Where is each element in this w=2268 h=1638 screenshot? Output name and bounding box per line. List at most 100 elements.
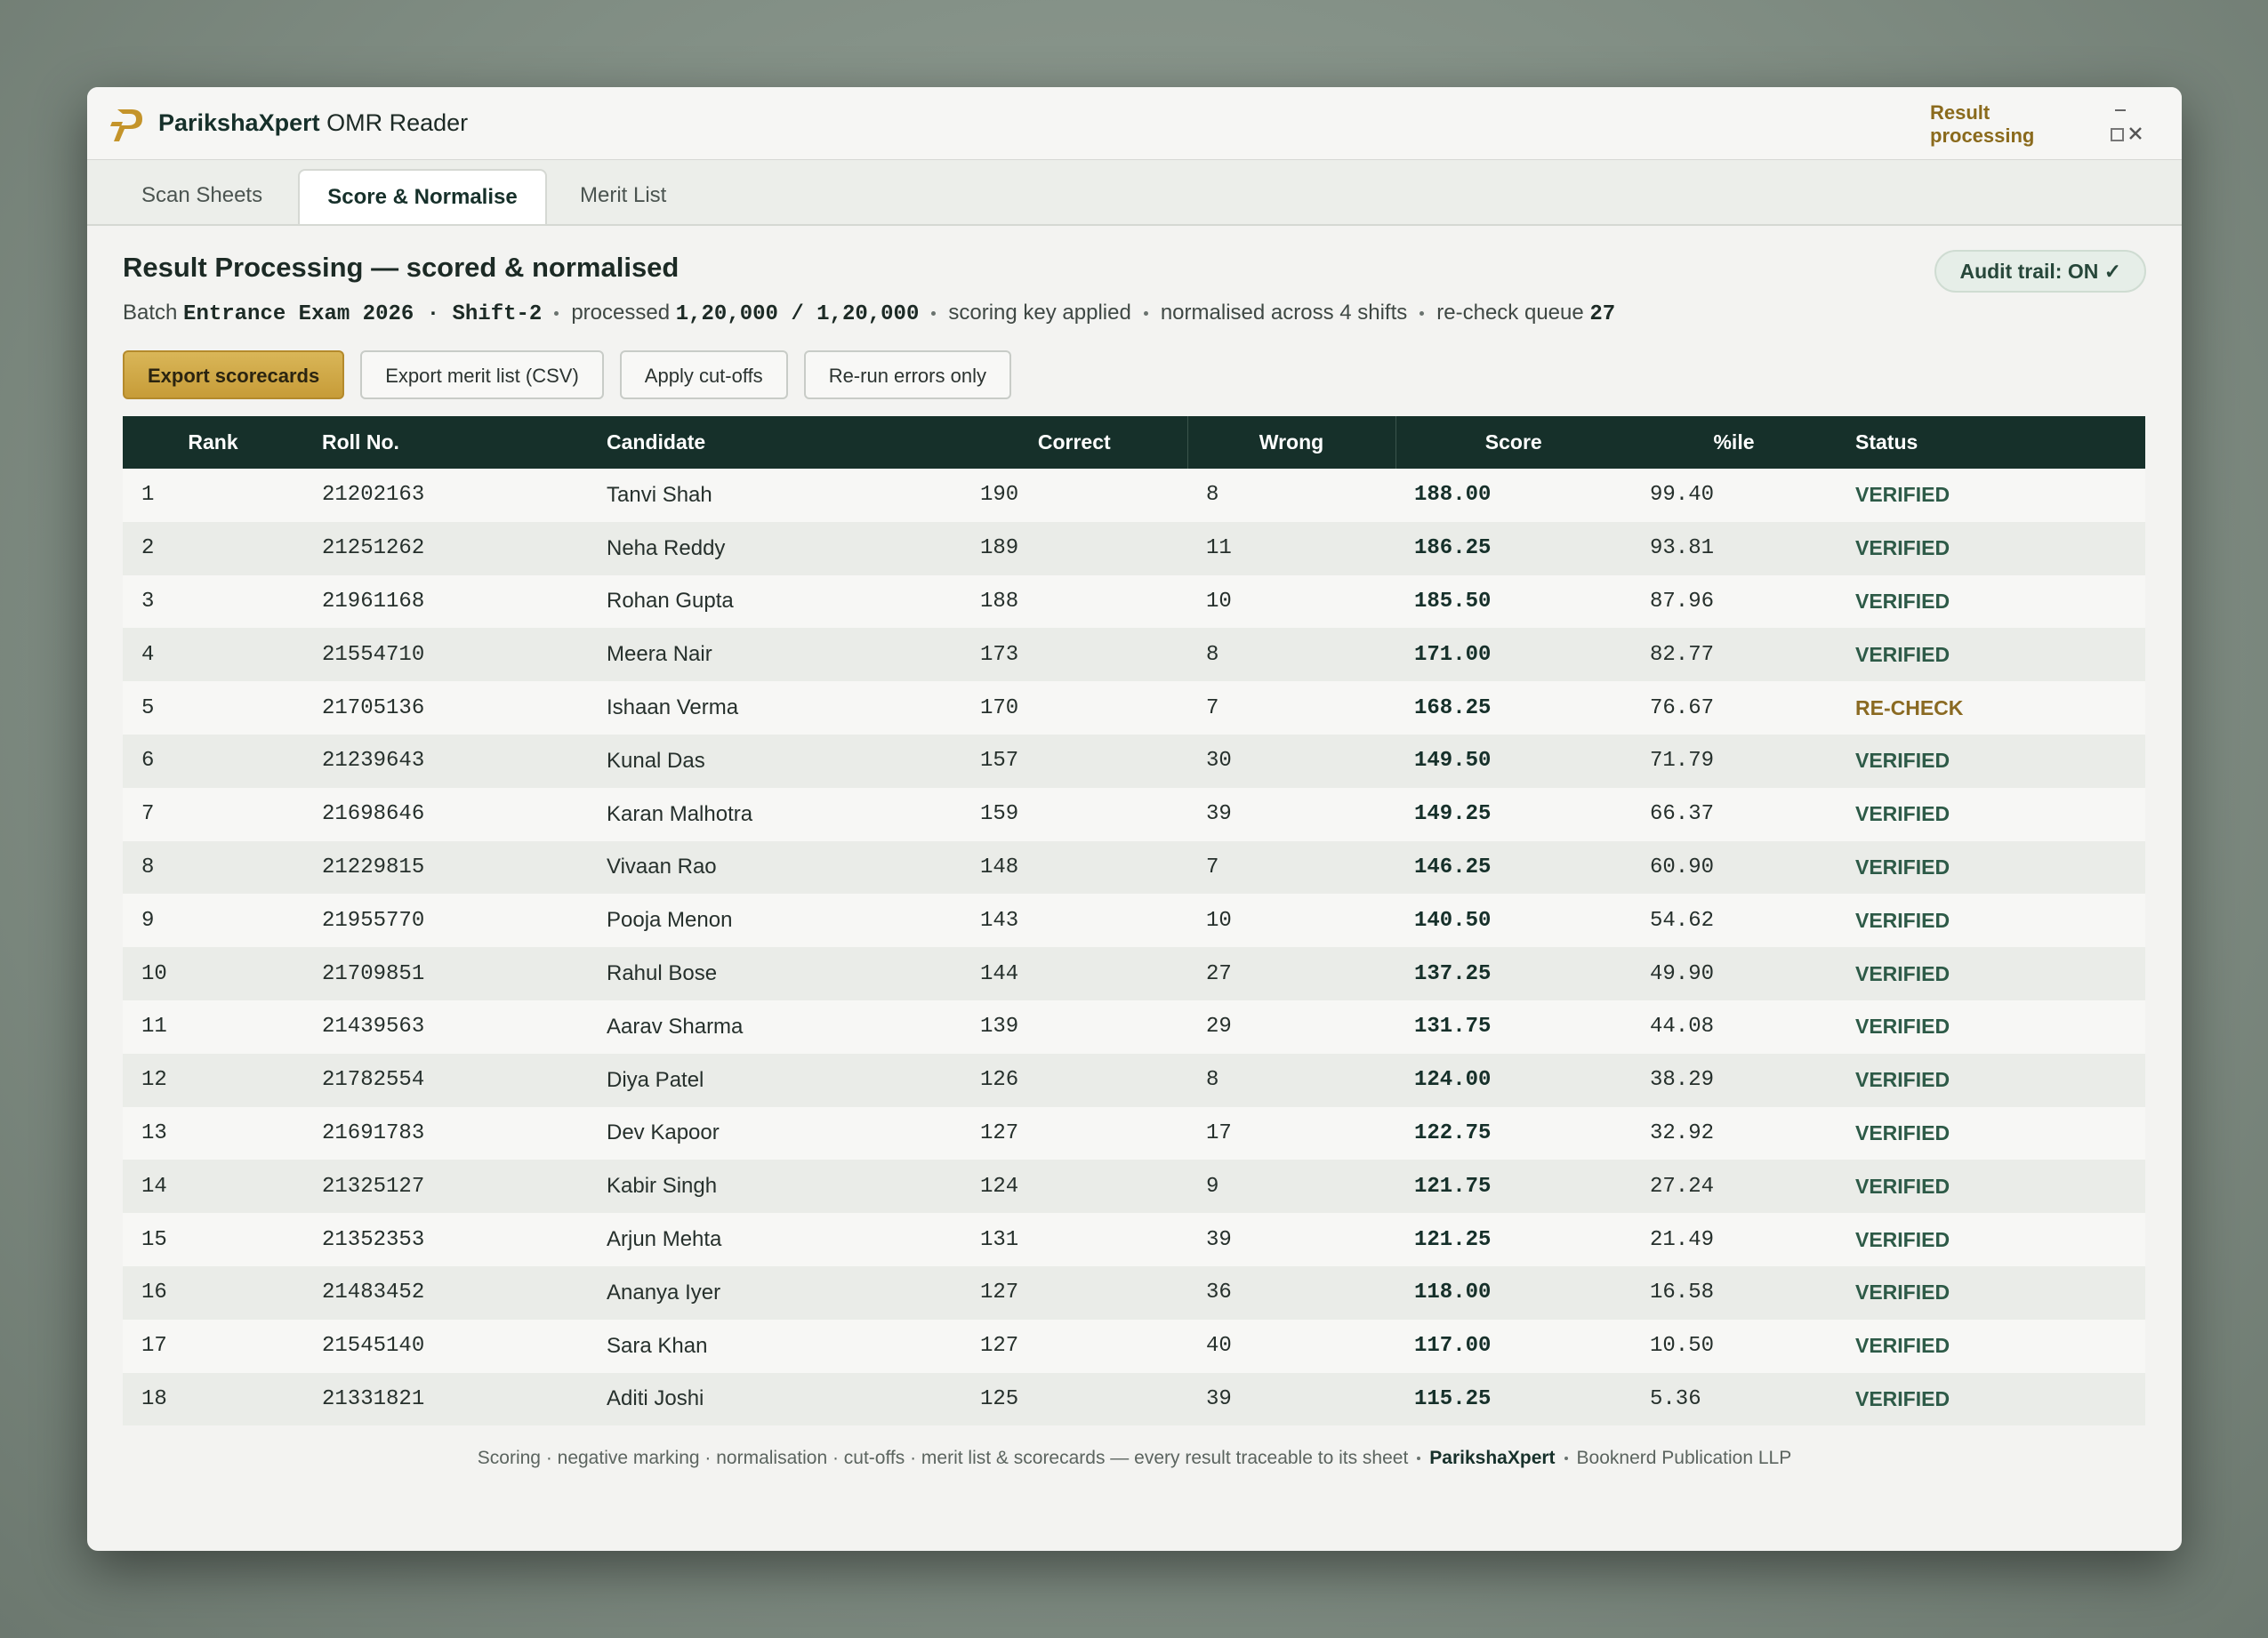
- cell: 82.77: [1631, 628, 1837, 682]
- row: 9 21955770 Pooja Menon 143 10 140.50 54.62 VERI…: [123, 894, 2145, 948]
- cell: 125: [961, 1372, 1187, 1426]
- cell: 76.67: [1631, 681, 1837, 735]
- cell: 9: [123, 894, 303, 948]
- cell: 29: [1187, 1000, 1395, 1054]
- cell: 11: [1187, 521, 1395, 575]
- cell: 148: [961, 840, 1187, 895]
- title-bar: ParikshaXpert OMR Reader Result processi…: [87, 87, 2182, 160]
- button[interactable]: Apply cut-offs: [619, 350, 788, 399]
- cell: 27.24: [1631, 1160, 1837, 1214]
- cell: 124: [961, 1160, 1187, 1214]
- cell: 49.90: [1631, 947, 1837, 1000]
- row: 7 21698646 Karan Malhotra 159 39 149.25 66.37 V…: [123, 787, 2145, 841]
- button[interactable]: Export scorecards: [123, 350, 345, 399]
- cell: 168.25: [1395, 681, 1631, 735]
- column-header: Roll No.: [303, 416, 588, 469]
- cell: 127: [961, 1319, 1187, 1373]
- cell: 21698646: [303, 787, 588, 841]
- cell: Rahul Bose: [588, 947, 961, 1000]
- cell: 36: [1187, 1265, 1395, 1320]
- cell: 17: [1187, 1106, 1395, 1160]
- app-window: ParikshaXpert OMR Reader Result processi…: [87, 87, 2182, 1551]
- cell: 124.00: [1395, 1053, 1631, 1107]
- cell: 190: [961, 469, 1187, 522]
- batch: Entrance Exam 2026 · Shift-2: [183, 302, 543, 326]
- cell: 38.29: [1631, 1053, 1837, 1107]
- cell: 21352353: [303, 1213, 588, 1266]
- cell: VERIFIED: [1837, 1053, 2145, 1107]
- tab-bar: Scan Sheets Score & Normalise Merit List: [87, 160, 2182, 226]
- column-header: Status: [1837, 416, 2145, 469]
- cell: 13: [123, 1106, 303, 1160]
- cell: 7: [123, 787, 303, 841]
- column-header: Score: [1395, 416, 1631, 469]
- cell: 127: [961, 1106, 1187, 1160]
- cell: Sara Khan: [588, 1319, 961, 1373]
- cell: 39: [1187, 787, 1395, 841]
- cell: 144: [961, 947, 1187, 1000]
- button[interactable]: Export merit list (CSV): [360, 350, 604, 399]
- cell: 10: [1187, 894, 1395, 948]
- cell: 173: [961, 628, 1187, 682]
- row: 6 21239643 Kunal Das 157 30 149.50 71.79 VERIFI…: [123, 734, 2145, 788]
- cell: VERIFIED: [1837, 1265, 2145, 1320]
- cell: VERIFIED: [1837, 1160, 2145, 1214]
- cell: 117.00: [1395, 1319, 1631, 1373]
- cell: Arjun Mehta: [588, 1213, 961, 1266]
- app-name: ParikshaXpert OMR Reader: [158, 109, 468, 137]
- cell: 1: [123, 469, 303, 522]
- cell: 143: [961, 894, 1187, 948]
- cell: 21229815: [303, 840, 588, 895]
- status: Result processing: [1930, 101, 2035, 147]
- cell: 30: [1187, 734, 1395, 788]
- row: 18 21331821 Aditi Joshi 125 39 115.25 5.36 VERI…: [123, 1372, 2145, 1426]
- cell: 2: [123, 521, 303, 575]
- button[interactable]: Re-run errors only: [803, 350, 1011, 399]
- cell: Pooja Menon: [588, 894, 961, 948]
- column-header: Rank: [123, 416, 303, 469]
- row: 2 21251262 Neha Reddy 189 11 186.25 93.81 VERIF…: [123, 521, 2145, 575]
- cell: 137.25: [1395, 947, 1631, 1000]
- cell: VERIFIED: [1837, 469, 2145, 522]
- cell: 7: [1187, 840, 1395, 895]
- label: processed: [571, 301, 671, 325]
- row: 5 21705136 Ishaan Verma 170 7 168.25 76.67 RE-C…: [123, 681, 2145, 735]
- cell: VERIFIED: [1837, 1213, 2145, 1266]
- footer-brand: ParikshaXpert: [1429, 1448, 1556, 1468]
- cell: 126: [961, 1053, 1187, 1107]
- column-header: Correct: [961, 416, 1187, 469]
- row: 12 21782554 Diya Patel 126 8 124.00 38.29 VERIF…: [123, 1053, 2145, 1107]
- footer-text: Scoring · negative marking · normalisati…: [477, 1448, 1409, 1468]
- cell: 21331821: [303, 1372, 588, 1426]
- tab-active[interactable]: Score & Normalise: [298, 169, 547, 224]
- tab[interactable]: Merit List: [580, 183, 667, 207]
- cell: 21705136: [303, 681, 588, 735]
- row: 15 21352353 Arjun Mehta 131 39 121.25 21.49 VER…: [123, 1213, 2145, 1266]
- cell: 127: [961, 1265, 1187, 1320]
- cell: 39: [1187, 1213, 1395, 1266]
- row: 11 21439563 Aarav Sharma 139 29 131.75 44.08 VE…: [123, 1000, 2145, 1054]
- cell: 40: [1187, 1319, 1395, 1373]
- publisher: Booknerd Publication LLP: [1576, 1448, 1792, 1468]
- batch-info: Batch Entrance Exam 2026 · Shift-2 proces…: [123, 301, 1615, 326]
- cell: VERIFIED: [1837, 894, 2145, 948]
- cell: 60.90: [1631, 840, 1837, 895]
- row: 16 21483452 Ananya Iyer 127 36 118.00 16.58 VER…: [123, 1265, 2145, 1320]
- cell: 5: [123, 681, 303, 735]
- tab[interactable]: Scan Sheets: [141, 183, 263, 207]
- cell: RE-CHECK: [1837, 681, 2145, 735]
- cell: 186.25: [1395, 521, 1631, 575]
- queue: 27: [1589, 302, 1616, 326]
- info: scoring key applied: [948, 301, 1131, 325]
- cell: 170: [961, 681, 1187, 735]
- window-controls: [2111, 109, 2142, 141]
- cell: VERIFIED: [1837, 521, 2145, 575]
- cell: 21.49: [1631, 1213, 1837, 1266]
- cell: 17: [123, 1319, 303, 1373]
- row: 3 21961168 Rohan Gupta 188 10 185.50 87.96 VERI…: [123, 574, 2145, 629]
- cell: Vivaan Rao: [588, 840, 961, 895]
- cell: 171.00: [1395, 628, 1631, 682]
- cell: Tanvi Shah: [588, 469, 961, 522]
- cell: 10.50: [1631, 1319, 1837, 1373]
- cell: Karan Malhotra: [588, 787, 961, 841]
